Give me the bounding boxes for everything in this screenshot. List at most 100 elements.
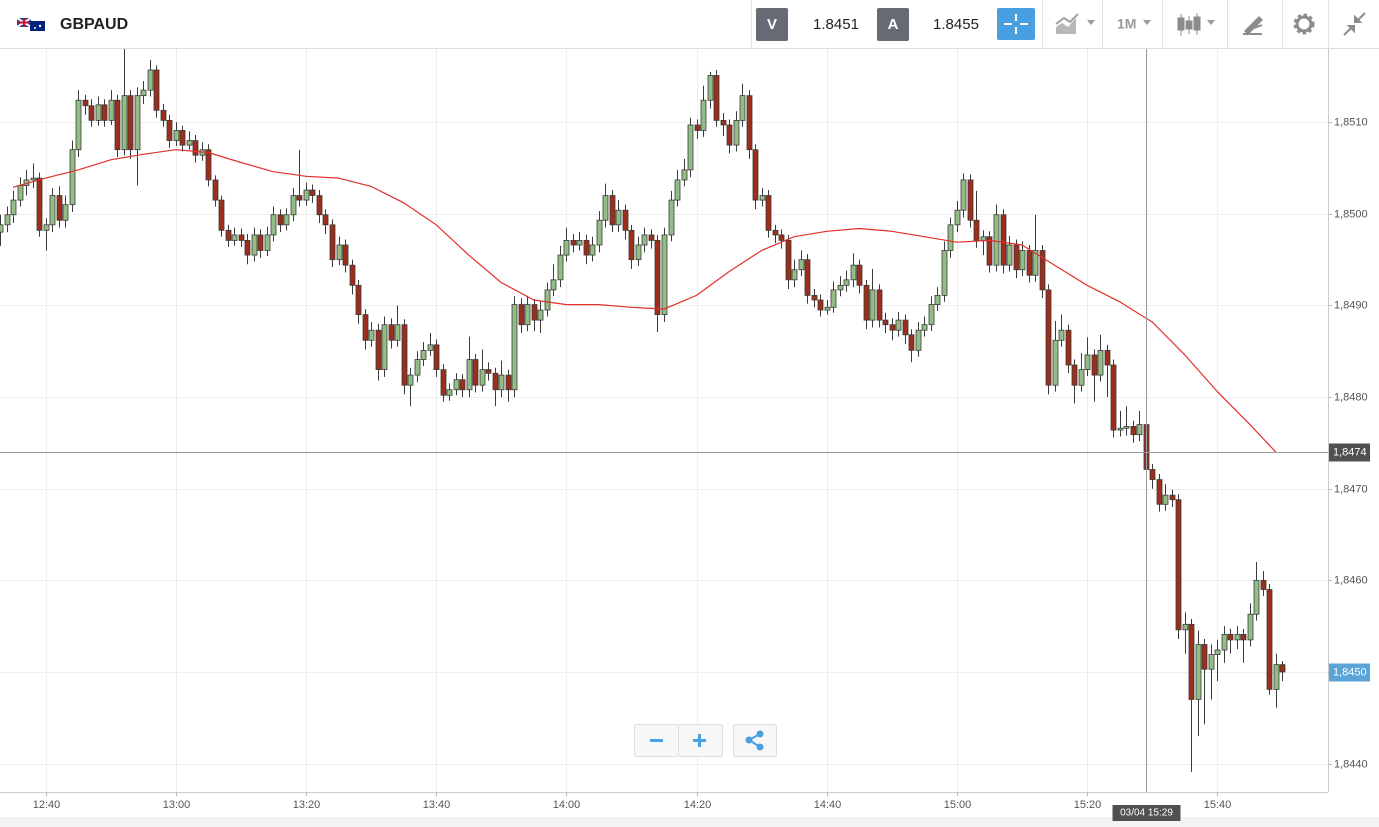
timeframe[interactable]: 1M (1117, 16, 1136, 32)
bottom-strip (0, 817, 1379, 827)
candle-body (0, 224, 4, 233)
collapse-button[interactable] (1343, 12, 1366, 36)
candle-body (1078, 369, 1085, 386)
candle-body (889, 324, 896, 331)
candle-body (257, 234, 264, 251)
x-tick-label: 15:40 (1204, 799, 1232, 811)
buy-button[interactable]: A 1.8455 (877, 8, 979, 41)
candle-body (303, 189, 310, 201)
candle-body (674, 179, 681, 201)
x-tick-label: 14:40 (814, 799, 842, 811)
candle-body (101, 104, 108, 121)
candle-body (589, 244, 596, 256)
candle-body (238, 234, 245, 241)
candle-body (1052, 339, 1059, 386)
candle-body (811, 294, 818, 301)
candle-body (837, 284, 844, 291)
y-tick-label: 1,8490 (1334, 299, 1368, 311)
candle-body (1279, 664, 1286, 673)
candle-body (173, 130, 180, 141)
candle-body (127, 95, 134, 151)
buy-price[interactable]: 1.8455 (933, 16, 979, 33)
candle-body (615, 209, 622, 226)
x-tick-label: 15:00 (944, 799, 972, 811)
candle-body (225, 229, 232, 241)
candle-body (453, 379, 460, 391)
candle-body (62, 204, 69, 221)
zoom-in-button[interactable] (678, 724, 723, 757)
share-button[interactable] (733, 724, 777, 757)
candle-body (362, 314, 369, 341)
candle-body (414, 359, 421, 376)
buy-label[interactable]: A (888, 16, 899, 33)
candle-body (863, 284, 870, 321)
candle-body (726, 124, 733, 146)
candle-body (316, 195, 323, 216)
last-price-label: 1,8450 (1333, 666, 1367, 678)
candle-body (1065, 329, 1072, 366)
candle-body (1162, 494, 1169, 505)
candle-body (492, 372, 499, 391)
candle-body (479, 369, 486, 386)
candle-body (1032, 250, 1039, 276)
candle-body (713, 75, 720, 121)
candle-body (531, 304, 538, 321)
candle-body (505, 374, 512, 391)
candle-body (192, 140, 199, 156)
candle-body (876, 289, 883, 321)
candle-body (960, 179, 967, 211)
candle-body (309, 189, 316, 196)
candle-body (798, 259, 805, 271)
candle-body (466, 359, 473, 391)
candle-body (4, 214, 11, 226)
candle-body (648, 234, 655, 241)
candle-body (244, 240, 251, 256)
zoom-out-button[interactable] (634, 724, 679, 757)
timeframe-button[interactable]: 1M (1117, 16, 1151, 32)
candle-body (641, 234, 648, 246)
draw-tool-button[interactable] (1243, 16, 1263, 35)
candle-body (941, 250, 948, 296)
candle-body (498, 374, 505, 391)
last-price-box (1329, 663, 1370, 682)
candle-body (902, 319, 909, 336)
candle-body (218, 199, 225, 231)
candle-body (1000, 214, 1007, 266)
candle-body (186, 140, 193, 146)
candle-body (401, 324, 408, 386)
candle-body (407, 374, 414, 386)
candle-body (446, 389, 453, 396)
candle-body (394, 324, 401, 341)
candle-body (576, 240, 583, 246)
candle-body (694, 124, 701, 131)
candle-style-button[interactable] (1177, 13, 1215, 36)
candle-body (433, 344, 440, 371)
candle-body (1175, 499, 1182, 631)
candle-body (336, 244, 343, 261)
crosshair-button[interactable] (997, 8, 1035, 40)
y-tick-label: 1,8510 (1334, 116, 1368, 128)
candle-body (108, 99, 115, 121)
candle-body (1208, 654, 1215, 670)
candle-body (388, 324, 395, 341)
candle-body (212, 179, 219, 201)
candle-body (518, 304, 525, 326)
settings-button[interactable] (1293, 13, 1315, 35)
candle-body (82, 99, 89, 107)
sell-button[interactable]: V 1.8451 (756, 8, 859, 41)
candle-body (1097, 349, 1104, 376)
x-tick-label: 13:40 (423, 799, 451, 811)
candle-body (342, 244, 349, 266)
candle-body (928, 304, 935, 326)
chart-type-button[interactable] (1055, 13, 1095, 34)
sell-label[interactable]: V (767, 16, 777, 33)
x-tick-label: 14:20 (684, 799, 712, 811)
sell-price[interactable]: 1.8451 (813, 16, 859, 33)
candle-body (733, 119, 740, 146)
candle-body (349, 264, 356, 286)
candle-body (264, 234, 271, 251)
candle-body (752, 149, 759, 201)
candle-body (1234, 634, 1241, 641)
y-tick-label: 1,8440 (1334, 758, 1368, 770)
